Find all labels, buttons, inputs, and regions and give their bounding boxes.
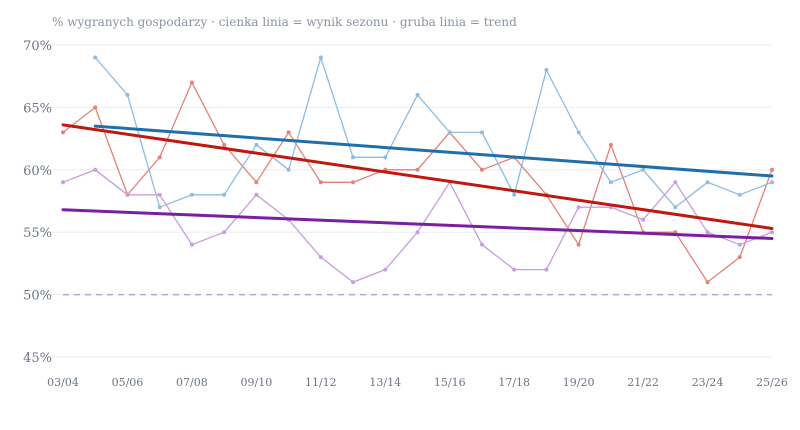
data-point: [286, 130, 291, 135]
data-point: [189, 80, 194, 85]
grid-layer: [45, 44, 772, 358]
data-point: [61, 180, 65, 185]
x-tick-label: 09/10: [241, 376, 273, 389]
data-point: [608, 180, 613, 185]
data-point: [479, 130, 484, 135]
data-point: [351, 180, 356, 185]
x-tick-label: 13/14: [369, 376, 401, 389]
data-point: [576, 205, 581, 210]
data-point: [93, 55, 98, 60]
chart-subtitle: % wygranych gospodarzy · cienka linia = …: [52, 15, 517, 29]
series-line-0: [62, 80, 773, 284]
data-point: [415, 92, 420, 97]
data-point: [157, 192, 162, 197]
data-point: [318, 55, 323, 60]
x-tick-label: 25/26: [756, 376, 788, 389]
series-layer: [61, 55, 774, 285]
data-point: [351, 155, 356, 160]
data-point: [222, 192, 227, 197]
data-point: [512, 192, 517, 197]
x-tick-label: 11/12: [305, 376, 337, 389]
data-point: [157, 155, 162, 160]
data-point: [254, 192, 259, 197]
data-point: [415, 230, 420, 235]
data-point: [737, 255, 742, 260]
data-point: [673, 205, 678, 210]
x-tick-label: 17/18: [498, 376, 530, 389]
data-point: [673, 180, 678, 185]
x-tick-label: 07/08: [176, 376, 208, 389]
data-point: [125, 192, 130, 197]
trend-line-0: [61, 123, 774, 230]
data-point: [93, 167, 98, 172]
data-point: [157, 205, 162, 210]
x-axis-ticks: 03/04 05/06 07/08 09/10 11/12 13/14 15/16 17/18…: [47, 376, 788, 389]
y-tick-label: 65%: [23, 101, 52, 116]
data-point: [641, 217, 646, 222]
data-point: [254, 180, 259, 185]
data-point: [544, 267, 549, 272]
data-point: [447, 130, 452, 135]
data-point: [383, 267, 388, 272]
data-point: [705, 280, 710, 285]
data-point: [544, 67, 549, 72]
data-point: [512, 267, 517, 272]
y-tick-label: 55%: [23, 226, 52, 241]
data-point: [286, 167, 291, 172]
data-point: [383, 155, 388, 160]
data-point: [93, 105, 98, 110]
data-point: [705, 230, 710, 235]
data-point: [641, 167, 646, 172]
data-point: [737, 192, 742, 197]
data-point: [318, 180, 323, 185]
y-tick-label: 50%: [23, 289, 52, 304]
data-point: [351, 280, 356, 285]
data-point: [222, 142, 227, 147]
x-tick-label: 15/16: [434, 376, 466, 389]
data-point: [576, 242, 581, 247]
data-point: [222, 230, 227, 235]
data-point: [770, 180, 774, 185]
x-tick-label: 03/04: [47, 376, 79, 389]
data-point: [61, 130, 65, 135]
trend-line-2: [61, 208, 774, 240]
series-line-2: [62, 169, 773, 283]
x-tick-label: 19/20: [563, 376, 595, 389]
data-point: [705, 180, 710, 185]
trend-line-1: [93, 124, 774, 178]
y-tick-label: 60%: [23, 164, 52, 179]
data-point: [576, 130, 581, 135]
data-point: [608, 142, 613, 147]
trend-layer: [61, 123, 774, 240]
data-point: [479, 167, 484, 172]
x-tick-label: 05/06: [112, 376, 144, 389]
data-point: [189, 192, 194, 197]
data-point: [318, 255, 323, 260]
data-point: [770, 167, 774, 172]
series-line-1: [94, 55, 773, 209]
x-tick-label: 23/24: [692, 376, 724, 389]
data-point: [737, 242, 742, 247]
data-point: [479, 242, 484, 247]
data-point: [189, 242, 194, 247]
x-tick-label: 21/22: [627, 376, 659, 389]
data-point: [254, 142, 259, 147]
y-tick-label: 45%: [23, 351, 52, 366]
y-axis-ticks: 45% 50% 55% 60% 65% 70%: [23, 39, 52, 366]
data-point: [415, 167, 420, 172]
data-point: [125, 92, 130, 97]
y-tick-label: 70%: [23, 39, 52, 54]
data-point: [770, 230, 774, 235]
